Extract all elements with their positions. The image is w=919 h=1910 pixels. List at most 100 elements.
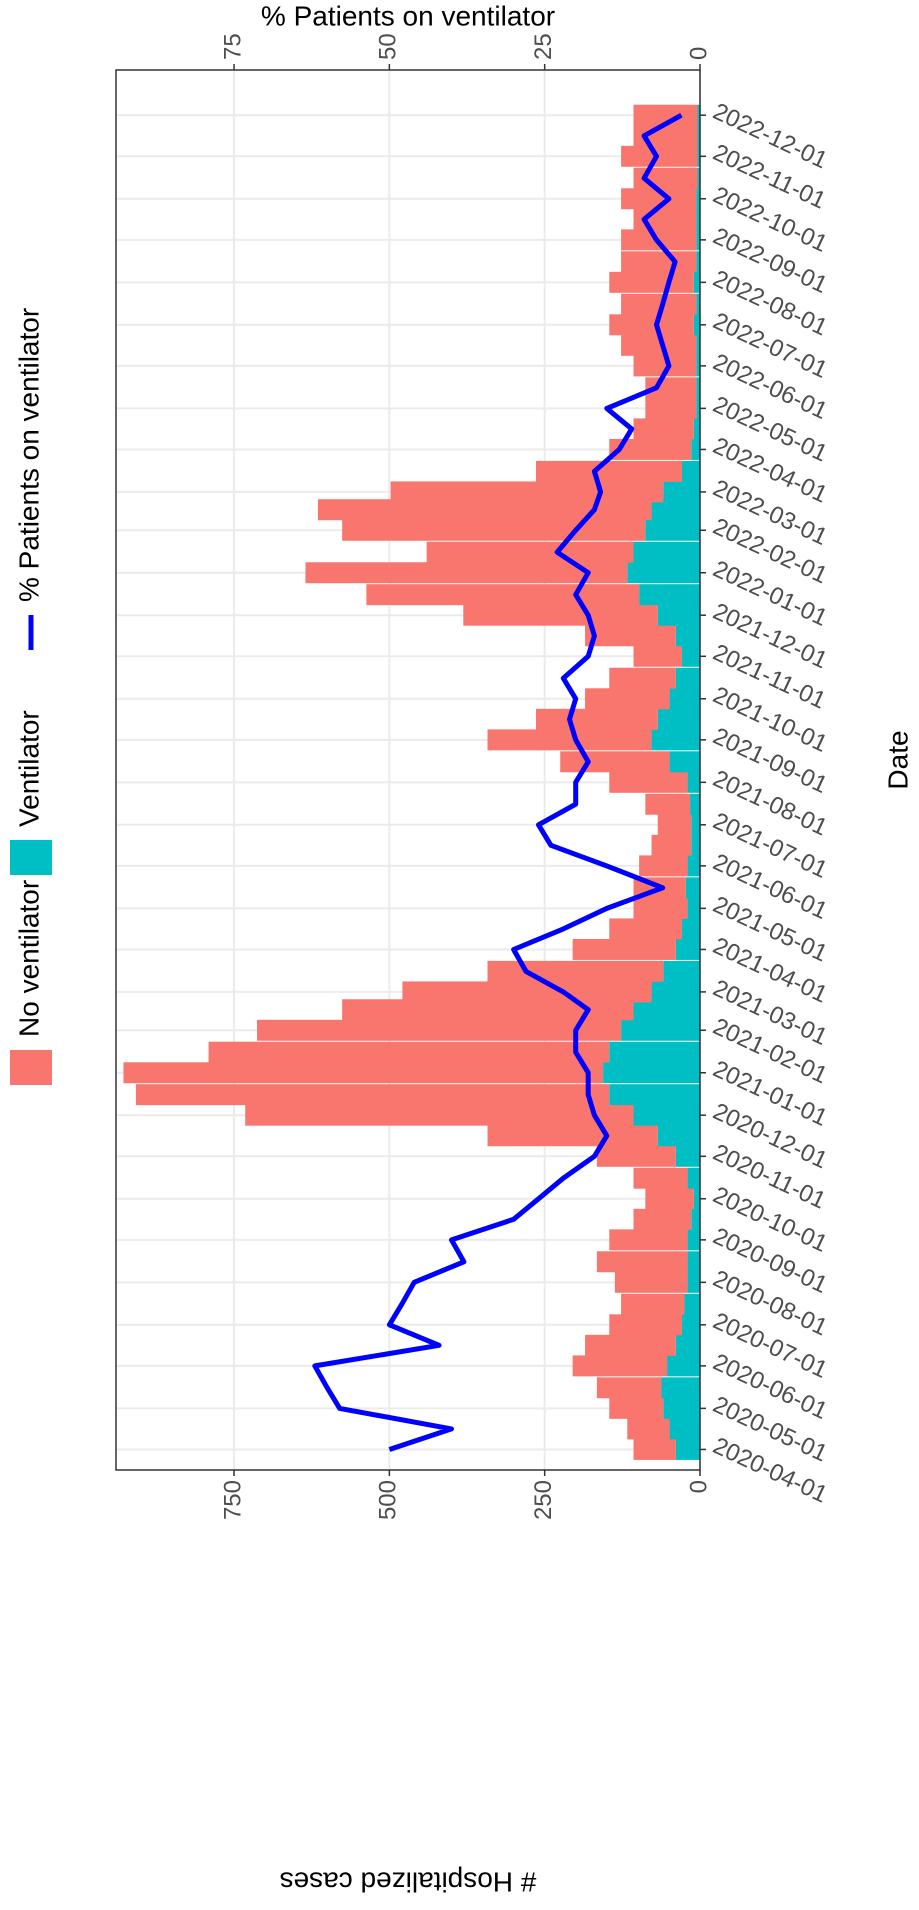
bar	[687, 897, 700, 919]
bar	[609, 1084, 701, 1106]
bar	[687, 771, 700, 793]
bar	[687, 1271, 700, 1293]
bar	[463, 604, 658, 626]
bar	[621, 188, 697, 210]
bar	[208, 1041, 610, 1063]
bar	[633, 897, 688, 919]
bar	[691, 814, 700, 836]
bar	[645, 519, 700, 541]
bar	[596, 1251, 688, 1273]
bar	[257, 1019, 622, 1041]
bar	[669, 1418, 700, 1440]
bar	[426, 541, 634, 563]
bar	[535, 708, 658, 730]
bar	[645, 793, 691, 815]
bar	[609, 271, 694, 293]
bar	[585, 1334, 676, 1356]
bar	[621, 334, 697, 356]
bar	[691, 438, 700, 460]
bar	[633, 999, 700, 1021]
bar	[669, 688, 700, 710]
bar	[639, 855, 688, 877]
bar	[696, 229, 700, 251]
bar	[487, 729, 652, 751]
bar	[693, 271, 700, 293]
legend-key	[10, 1050, 52, 1085]
bar	[609, 438, 692, 460]
y-tick-label: 500	[375, 1480, 402, 1520]
bar	[487, 1125, 658, 1147]
bar	[687, 1167, 700, 1189]
bar	[402, 981, 652, 1003]
bar	[691, 834, 700, 856]
legend-key	[10, 840, 52, 875]
bar	[696, 251, 700, 273]
bar	[305, 562, 628, 584]
bar	[535, 460, 682, 482]
bar	[663, 481, 700, 503]
plot-frame	[115, 69, 701, 1471]
bar	[667, 1355, 700, 1377]
bar	[609, 1314, 682, 1336]
bar	[621, 145, 698, 167]
bar	[487, 960, 664, 982]
bar	[675, 667, 700, 689]
bar	[621, 1293, 685, 1315]
y-tick-label: 750	[219, 1480, 246, 1520]
bar	[135, 1084, 610, 1106]
bar	[687, 1251, 700, 1273]
bar	[609, 1229, 688, 1251]
bar	[687, 855, 700, 877]
bar	[693, 1188, 700, 1210]
y2-axis-title: % Patients on ventilator	[261, 0, 555, 31]
y-tick-label: 250	[530, 1480, 557, 1520]
bar	[342, 999, 634, 1021]
bar	[633, 645, 682, 667]
bar	[639, 584, 700, 606]
bar	[390, 481, 664, 503]
bar	[675, 1145, 700, 1167]
legend-label: No ventilator	[13, 880, 44, 1037]
bar	[621, 1019, 701, 1041]
bar	[675, 938, 700, 960]
bar	[123, 1062, 604, 1084]
x-axis-title: Date	[882, 730, 913, 789]
bar	[633, 1167, 688, 1189]
bar	[696, 355, 700, 377]
bar	[596, 1377, 662, 1399]
bar	[657, 814, 692, 836]
bar	[690, 793, 700, 815]
bar	[681, 460, 700, 482]
bar	[585, 688, 670, 710]
bar	[614, 1271, 688, 1293]
bar	[681, 918, 700, 940]
bar	[657, 1125, 700, 1147]
bar	[657, 604, 700, 626]
bar	[560, 751, 670, 773]
legend-label: Ventilator	[13, 710, 44, 827]
bar	[609, 1397, 664, 1419]
bar	[609, 771, 688, 793]
bar	[245, 1104, 634, 1126]
legend-label: % Patients on ventilator	[13, 308, 44, 602]
bar	[661, 1377, 700, 1399]
bar	[585, 625, 676, 647]
bar	[621, 251, 697, 273]
bar	[651, 499, 700, 521]
bar	[693, 418, 700, 440]
bar	[572, 938, 676, 960]
bar	[669, 751, 700, 773]
bar	[685, 877, 700, 899]
bar	[609, 1041, 701, 1063]
bar	[675, 625, 700, 647]
bar	[696, 208, 700, 230]
bar	[675, 1334, 700, 1356]
bar	[681, 645, 700, 667]
bar	[651, 834, 692, 856]
bar	[693, 314, 700, 336]
bar	[687, 1229, 700, 1251]
